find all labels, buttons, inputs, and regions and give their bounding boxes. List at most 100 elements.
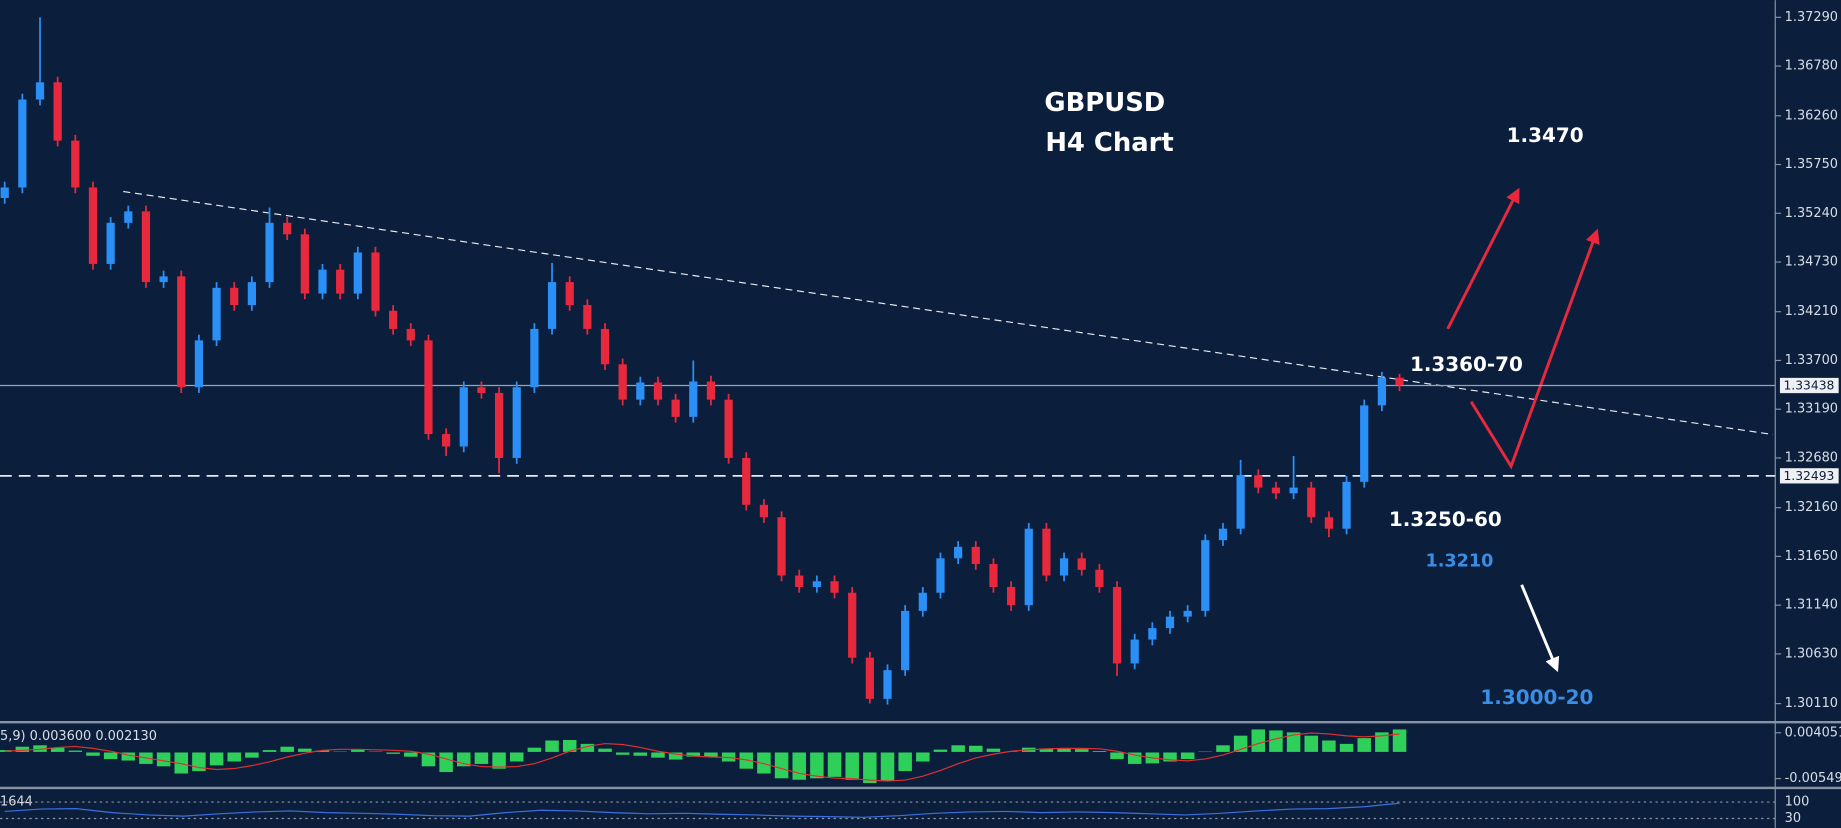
level-label: 1.33438 bbox=[1783, 379, 1834, 393]
candle-body bbox=[547, 282, 557, 329]
macd-bar bbox=[474, 751, 489, 765]
macd-bar bbox=[756, 751, 772, 775]
y-tick-label: 1.35240 bbox=[1785, 206, 1838, 221]
y-tick-label: 1.31140 bbox=[1785, 598, 1838, 613]
candle-body bbox=[989, 564, 998, 587]
macd-bar bbox=[1092, 750, 1107, 753]
candle-body bbox=[300, 234, 309, 294]
macd-bar bbox=[880, 751, 895, 782]
candle-body bbox=[1077, 558, 1086, 570]
candle-body bbox=[689, 381, 698, 417]
candle-body bbox=[283, 222, 292, 235]
macd-bar bbox=[1250, 728, 1266, 753]
y-tick-label: 1.34730 bbox=[1785, 255, 1838, 270]
y-tick-label: 1.31650 bbox=[1785, 549, 1838, 564]
macd-bar bbox=[897, 751, 913, 772]
candle-body bbox=[1218, 528, 1228, 541]
candle-body bbox=[194, 340, 204, 388]
y-tick-label: 1.37290 bbox=[1785, 10, 1838, 25]
macd-bar bbox=[1197, 750, 1213, 753]
y-tick-label: 1.30110 bbox=[1785, 696, 1838, 711]
macd-bar bbox=[1074, 748, 1090, 753]
macd-signal bbox=[4, 732, 1400, 782]
candle-body bbox=[971, 546, 980, 565]
macd-bar bbox=[1127, 751, 1143, 765]
y-tick-label: 1.33700 bbox=[1785, 353, 1838, 368]
macd-bar bbox=[809, 751, 825, 779]
candle-body bbox=[724, 399, 733, 458]
candle-body bbox=[600, 328, 610, 365]
macd-bar bbox=[1268, 729, 1284, 753]
macd-bar bbox=[527, 747, 542, 753]
annotation: 1.3360-70 bbox=[1410, 352, 1523, 376]
macd-bar bbox=[986, 748, 1001, 753]
macd-bar bbox=[262, 749, 277, 753]
macd-bar bbox=[1162, 751, 1178, 763]
candle-body bbox=[459, 387, 468, 447]
y-tick-label: 1.33190 bbox=[1785, 402, 1838, 417]
candle-body bbox=[53, 82, 62, 141]
candle-body bbox=[918, 592, 927, 611]
annotation: 1.3210 bbox=[1425, 551, 1493, 571]
candle-body bbox=[1148, 628, 1157, 640]
chart-title: GBPUSD bbox=[1044, 88, 1165, 118]
candle-body bbox=[583, 305, 592, 329]
macd-bar bbox=[85, 751, 101, 757]
macd-bar bbox=[1286, 731, 1301, 753]
level-label: 1.32493 bbox=[1783, 469, 1834, 483]
macd-bar bbox=[491, 751, 507, 770]
macd-bar bbox=[562, 739, 578, 753]
macd-bar bbox=[685, 751, 701, 758]
candle-body bbox=[406, 328, 415, 341]
macd-bar bbox=[968, 745, 984, 753]
candle-body bbox=[371, 252, 380, 311]
candle-body bbox=[936, 558, 945, 593]
macd-bar bbox=[632, 751, 648, 757]
macd-bar bbox=[1180, 751, 1195, 760]
macd-bar bbox=[827, 751, 842, 778]
candle-body bbox=[18, 99, 27, 188]
candle-body bbox=[212, 287, 221, 341]
y-tick-label: 1.30630 bbox=[1785, 646, 1838, 661]
candle-body bbox=[1183, 610, 1192, 617]
candle-body bbox=[106, 222, 115, 264]
macd-bar bbox=[1321, 739, 1337, 753]
candle-body bbox=[1130, 639, 1139, 664]
candle-body bbox=[1395, 377, 1404, 386]
candle-body bbox=[777, 517, 786, 576]
y-tick-label: 1.36780 bbox=[1785, 59, 1838, 74]
candle-body bbox=[795, 575, 804, 587]
candle-body bbox=[1271, 487, 1281, 494]
chart-subtitle: H4 Chart bbox=[1045, 128, 1173, 158]
y-tick-label: 1.32680 bbox=[1785, 450, 1838, 465]
macd-bar bbox=[862, 751, 878, 784]
candle-body bbox=[141, 211, 151, 283]
y-tick-label: 1.35750 bbox=[1785, 157, 1838, 172]
macd-bar bbox=[650, 751, 666, 759]
macd-bar bbox=[1303, 735, 1319, 753]
macd-bar bbox=[297, 748, 313, 753]
macd-label: 5,9) 0.003600 0.002130 bbox=[0, 729, 157, 744]
osc-label: 1644 bbox=[0, 795, 33, 810]
macd-bar bbox=[1374, 731, 1390, 753]
macd-bar bbox=[1392, 728, 1407, 753]
candle-body bbox=[477, 387, 486, 393]
candle-body bbox=[848, 592, 857, 658]
candle-body bbox=[565, 282, 574, 306]
macd-bar bbox=[421, 751, 436, 767]
macd-bar bbox=[544, 739, 560, 753]
macd-bar bbox=[244, 751, 260, 759]
candle-body bbox=[336, 269, 345, 294]
candle-body bbox=[230, 287, 239, 306]
candle-body bbox=[494, 392, 504, 458]
candle-body bbox=[1360, 405, 1369, 482]
candle-body bbox=[441, 434, 451, 447]
candle-body bbox=[1289, 487, 1298, 494]
candle-body bbox=[618, 364, 627, 400]
macd-bar bbox=[791, 751, 807, 781]
candle-body bbox=[1095, 569, 1104, 587]
macd-bar bbox=[738, 751, 754, 770]
macd-bar bbox=[385, 751, 401, 755]
candle-body bbox=[812, 581, 821, 587]
